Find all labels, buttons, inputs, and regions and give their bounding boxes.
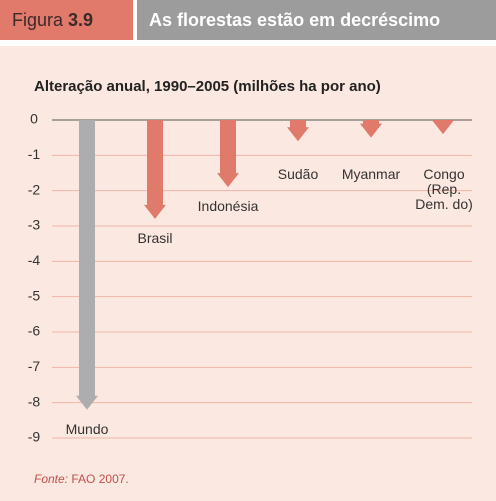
figure-number: 3.9 <box>68 10 94 30</box>
y-tick-label: -8 <box>28 393 41 409</box>
y-tick-label: -4 <box>28 252 41 268</box>
source: Fonte: FAO 2007. <box>34 472 129 486</box>
y-tick-label: -2 <box>28 181 41 197</box>
arrow <box>144 120 166 219</box>
category-label: Mundo <box>65 420 109 437</box>
y-tick-label: -9 <box>28 429 41 445</box>
y-tick-label: -3 <box>28 217 41 233</box>
y-tick-label: -1 <box>28 146 41 162</box>
figure-tab: Figura 3.9 <box>0 0 133 40</box>
category-label: Brasil <box>137 229 173 246</box>
figure-label: Figura <box>12 10 64 30</box>
y-tick-label: -7 <box>28 358 41 374</box>
arrow <box>217 120 239 188</box>
category-label: Congo (Rep. Dem. do) <box>415 166 473 213</box>
category-label: Indonésia <box>197 198 259 215</box>
source-text: FAO 2007. <box>71 472 129 486</box>
arrow <box>432 120 454 135</box>
arrow <box>287 120 309 142</box>
category-label: Myanmar <box>341 166 401 183</box>
arrow <box>76 120 98 410</box>
chart-title: Alteração anual, 1990–2005 (milhões ha p… <box>34 78 381 95</box>
y-tick-label: -6 <box>28 323 41 339</box>
arrow <box>360 120 382 138</box>
heading: As florestas estão em decréscimo <box>137 0 496 40</box>
y-tick-label: 0 <box>30 111 38 127</box>
category-label: Sudão <box>277 166 319 183</box>
y-tick-label: -5 <box>28 287 41 303</box>
source-label: Fonte: <box>34 472 69 486</box>
